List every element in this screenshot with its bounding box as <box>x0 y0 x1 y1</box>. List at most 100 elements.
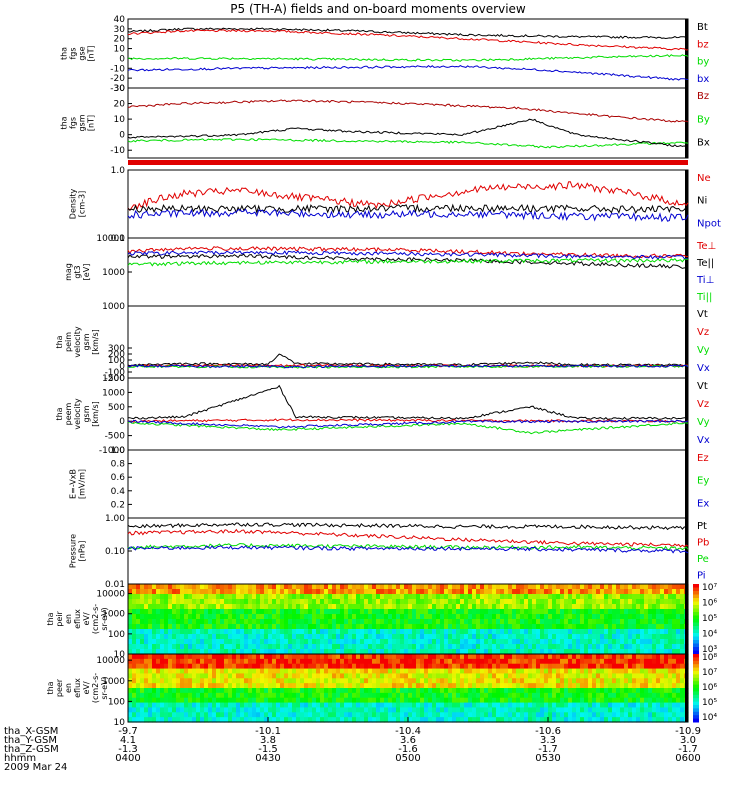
spectrogram-cell <box>448 658 453 665</box>
y-axis-label-line: gsm <box>82 405 91 422</box>
spectrogram-cell <box>436 624 441 630</box>
spectrogram-cell <box>288 712 293 718</box>
spectrogram-cell <box>576 589 581 595</box>
spectrogram-cell <box>672 717 677 723</box>
spectrogram-cell <box>364 702 369 709</box>
spectrogram-cell <box>236 619 241 625</box>
spectrogram-cell <box>488 639 493 645</box>
spectrogram-cell <box>664 644 669 650</box>
spectrogram-cell <box>216 658 221 665</box>
spectrogram-cell <box>232 654 237 660</box>
spectrogram-cell <box>384 599 389 605</box>
spectrogram-cell <box>272 712 277 718</box>
spectrogram-cell <box>452 654 457 660</box>
spectrogram-cell <box>448 673 453 679</box>
spectrogram-cell <box>216 609 221 615</box>
spectrogram-cell <box>408 692 413 699</box>
spectrogram-cell <box>412 639 417 645</box>
spectrogram-cell <box>520 658 525 665</box>
spectrogram-cell <box>540 639 545 645</box>
spectrogram-cell <box>256 683 261 689</box>
spectrogram-cell <box>660 697 665 704</box>
spectrogram-cell <box>616 707 621 713</box>
spectrogram-cell <box>152 692 157 699</box>
spectrogram-cell <box>648 624 653 630</box>
spectrogram-cell <box>136 697 141 704</box>
spectrogram-cell <box>540 619 545 625</box>
spectrogram-cell <box>176 688 181 694</box>
spectrogram-cell <box>200 712 205 718</box>
y-tick-label: 0 <box>119 131 125 141</box>
spectrogram-cell <box>140 589 145 595</box>
spectrogram-cell <box>164 712 169 718</box>
spectrogram-cell <box>600 683 605 689</box>
spectrogram-cell <box>284 668 289 675</box>
spectrogram-cell <box>628 702 633 709</box>
spectrogram-cell <box>344 668 349 675</box>
colorbar-cell <box>693 594 699 599</box>
spectrogram-cell <box>336 673 341 679</box>
spectrogram-cell <box>368 634 373 640</box>
spectrogram-cell <box>580 678 585 684</box>
spectrogram-cell <box>564 712 569 718</box>
spectrogram-cell <box>424 629 429 635</box>
spectrogram-cell <box>560 697 565 704</box>
spectrogram-cell <box>444 654 449 660</box>
spectrogram-cell <box>140 697 145 704</box>
spectrogram-cell <box>392 697 397 704</box>
spectrogram-cell <box>272 668 277 675</box>
ephemeris-value: 0430 <box>255 753 280 764</box>
spectrogram-cell <box>428 584 433 590</box>
spectrogram-cell <box>644 644 649 650</box>
spectrogram-cell <box>500 658 505 665</box>
spectrogram-cell <box>412 663 417 670</box>
spectrogram-cell <box>404 644 409 650</box>
spectrogram-cell <box>192 692 197 699</box>
spectrogram-cell <box>556 594 561 600</box>
spectrogram-cell <box>388 673 393 679</box>
spectrogram-cell <box>636 702 641 709</box>
spectrogram-cell <box>600 604 605 610</box>
spectrogram-cell <box>468 619 473 625</box>
spectrogram-cell <box>524 589 529 595</box>
spectrogram-cell <box>156 594 161 600</box>
spectrogram-cell <box>248 668 253 675</box>
spectrogram-cell <box>332 594 337 600</box>
spectrogram-cell <box>280 663 285 670</box>
spectrogram-cell <box>380 639 385 645</box>
spectrogram-cell <box>612 614 617 620</box>
spectrogram-cell <box>512 673 517 679</box>
spectrogram-cell <box>356 673 361 679</box>
spectrogram-cell <box>604 589 609 595</box>
spectrogram-cell <box>572 668 577 675</box>
spectrogram-cell <box>212 668 217 675</box>
spectrogram-cell <box>336 589 341 595</box>
spectrogram-cell <box>628 639 633 645</box>
spectrogram-cell <box>136 634 141 640</box>
spectrogram-cell <box>352 644 357 650</box>
spectrogram-cell <box>652 692 657 699</box>
spectrogram-cell <box>220 658 225 665</box>
spectrogram-cell <box>412 609 417 615</box>
y-tick-label: 300 <box>108 344 125 354</box>
spectrogram-cell <box>340 707 345 713</box>
spectrogram-cell <box>576 717 581 723</box>
spectrogram-cell <box>424 599 429 605</box>
spectrogram-cell <box>588 663 593 670</box>
spectrogram-cell <box>212 594 217 600</box>
spectrogram-cell <box>208 697 213 704</box>
spectrogram-cell <box>296 683 301 689</box>
spectrogram-cell <box>172 649 177 655</box>
spectrogram-cell <box>364 599 369 605</box>
spectrogram-cell <box>616 717 621 723</box>
spectrogram-cell <box>328 678 333 684</box>
y-axis-label-line: peim <box>64 332 73 352</box>
spectrogram-cell <box>612 624 617 630</box>
spectrogram-cell <box>176 663 181 670</box>
spectrogram-cell <box>396 619 401 625</box>
spectrogram-cell <box>420 673 425 679</box>
spectrogram-cell <box>644 688 649 694</box>
spectrogram-cell <box>528 599 533 605</box>
